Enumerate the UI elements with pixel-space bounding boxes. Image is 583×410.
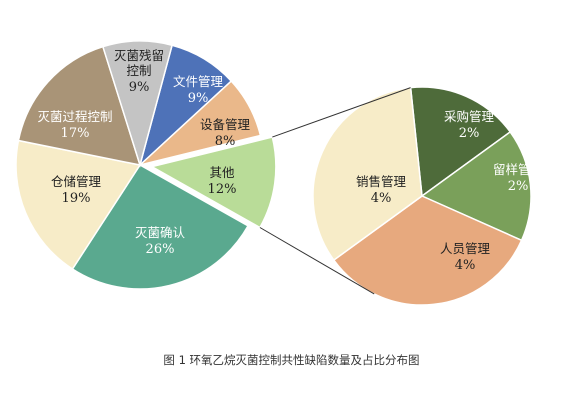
- main-slice-3: [71, 164, 250, 290]
- figure-caption: 图 1 环氧乙烷灭菌控制共性缺陷数量及占比分布图: [163, 353, 420, 367]
- main-slice-5: [17, 45, 142, 166]
- connector-line-top: [272, 87, 411, 138]
- main-slice-1: [139, 80, 262, 166]
- pie-of-pie-chart: 文件管理 9% 设备管理 8% 其他 12% 灭菌确认 26% 仓储管理 19% 灭菌过程控制 17%…: [15, 40, 543, 306]
- detail-slice-label-3: 销售管理: [356, 174, 407, 189]
- detail-slice-value-3: 4%: [371, 191, 392, 206]
- main-slice-value-2: 12%: [208, 182, 237, 197]
- main-slice-label-3: 灭菌确认: [135, 225, 186, 240]
- detail-slice-label-2: 人员管理: [440, 241, 491, 256]
- main-slice-label-5: 灭菌过程控制: [37, 109, 112, 124]
- detail-slice-0: [409, 86, 512, 198]
- main-slice-value-4: 19%: [62, 191, 91, 206]
- main-slice-value-0: 9%: [188, 91, 209, 106]
- detail-slice-label-0: 采购管理: [444, 109, 495, 124]
- detail-pie: [312, 86, 532, 306]
- detail-slice-label-1: 留样管理: [493, 162, 544, 177]
- detail-slice-1: [420, 130, 532, 242]
- main-slice-4: [15, 139, 142, 271]
- main-slice-6: [101, 40, 174, 168]
- main-slice-value-3: 26%: [146, 242, 175, 257]
- main-slice-label-6: 灭菌残留控制: [114, 48, 164, 78]
- detail-slice-3: [312, 86, 423, 262]
- main-slice-2: [149, 136, 277, 229]
- main-slice-label-0: 文件管理: [173, 74, 224, 89]
- connector-line-bottom: [259, 227, 375, 295]
- main-slice-value-6: 9%: [129, 80, 150, 95]
- main-slice-value-5: 17%: [61, 126, 90, 141]
- detail-slice-2: [332, 195, 523, 306]
- main-slice-label-1: 设备管理: [200, 117, 251, 132]
- main-slice-value-1: 8%: [215, 134, 236, 149]
- detail-slice-value-1: 2%: [508, 179, 529, 194]
- detail-slice-value-0: 2%: [459, 126, 480, 141]
- main-slice-label-2: 其他: [209, 165, 235, 180]
- detail-slice-value-2: 4%: [455, 258, 476, 273]
- main-pie: [15, 40, 277, 290]
- connector-lines: [259, 87, 411, 295]
- slice-labels: 文件管理 9% 设备管理 8% 其他 12% 灭菌确认 26% 仓储管理 19% 灭菌过程控制 17%…: [37, 48, 543, 273]
- main-slice-label-4: 仓储管理: [51, 174, 102, 189]
